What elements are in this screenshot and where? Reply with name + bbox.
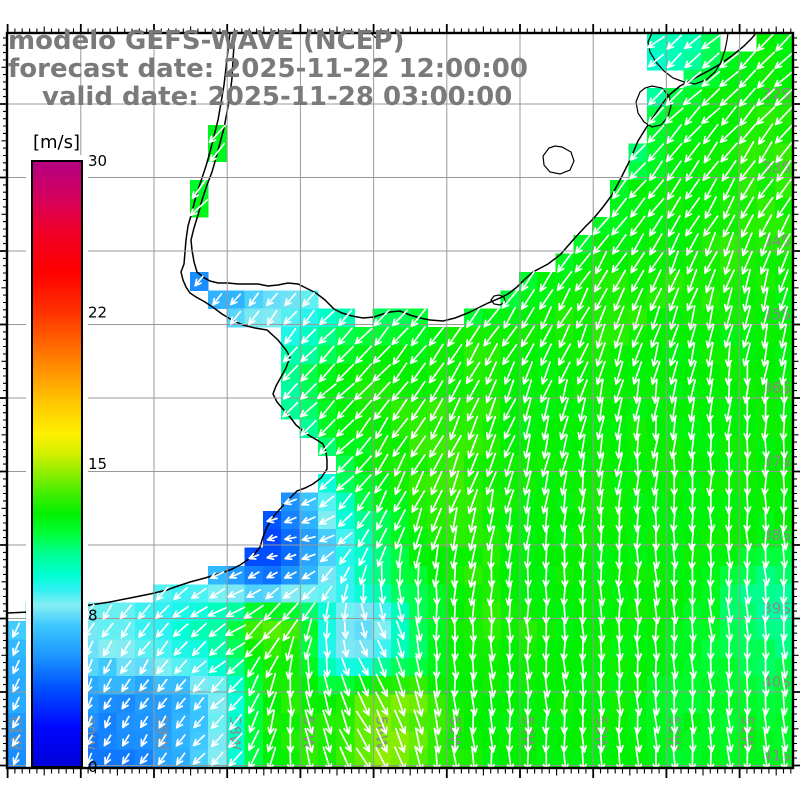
lagoon-small-outline — [542, 145, 575, 175]
islet-outline — [490, 294, 506, 306]
map-border-ticks — [0, 24, 800, 778]
colorbar-tick-label: 8 — [88, 607, 98, 625]
lon-label: 56W — [373, 716, 391, 750]
valid-date-label: valid date: 2025-11-28 03:00:00 — [42, 82, 513, 112]
lon-label: 59W — [153, 716, 171, 750]
colorbar-tick-label: 22 — [88, 304, 107, 322]
forecast-date-label: forecast date: 2025-11-22 12:00:00 — [8, 54, 528, 84]
lagoon-patos-outline — [647, 32, 729, 85]
colorbar-tick-label: 15 — [88, 455, 107, 473]
colorbar-tick-label: 30 — [88, 152, 107, 170]
lon-label: 61W — [7, 716, 25, 750]
direction-arrows — [11, 33, 793, 768]
colorbar-gradient — [31, 160, 83, 768]
coastline-north — [190, 32, 757, 322]
river-squiggle — [370, 32, 381, 45]
lon-label: 57W — [299, 716, 317, 750]
colorbar-unit-label: [m/s] — [33, 132, 80, 153]
page-title: modelo GEFS-WAVE (NCEP) — [8, 26, 405, 56]
